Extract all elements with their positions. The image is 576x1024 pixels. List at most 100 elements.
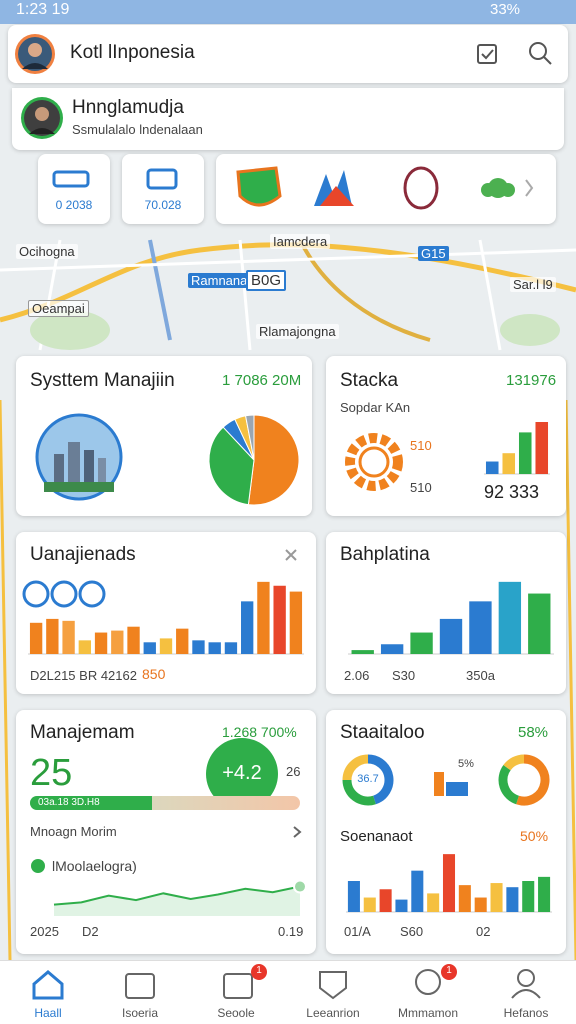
bar <box>427 893 440 912</box>
bar <box>379 889 392 912</box>
header-title: Kotl lInponesia <box>70 42 195 63</box>
donut-chart <box>498 754 550 806</box>
bar <box>273 585 286 654</box>
graphic <box>403 166 439 210</box>
bar <box>347 881 360 912</box>
progress-fill <box>30 796 152 810</box>
card-label: 510 <box>410 438 432 453</box>
card-footer: 350a <box>466 668 495 683</box>
donut-segment <box>342 779 376 806</box>
map-label: Ocihogna <box>16 244 78 259</box>
bar <box>46 618 59 654</box>
search-icon[interactable] <box>528 41 552 65</box>
bar-chart <box>484 422 550 475</box>
mini-label: 5% <box>458 758 474 770</box>
card-footer: 2.06 <box>344 668 370 683</box>
task-icon[interactable] <box>476 41 500 65</box>
card-title: Staaitaloo <box>340 722 425 743</box>
manage-card[interactable]: Uanajienads D2L215 BR 42162 850 <box>16 532 316 694</box>
nav-item[interactable]: Haall <box>34 1006 62 1020</box>
bar <box>289 591 303 654</box>
card-footer: 01/A <box>344 924 371 939</box>
card-title: Manajemam <box>30 722 135 743</box>
bar <box>506 887 519 912</box>
graphic <box>78 580 106 608</box>
graphic <box>50 580 78 608</box>
graphic <box>98 458 106 484</box>
city-image <box>35 413 123 501</box>
logo-strip[interactable] <box>216 154 556 224</box>
bar <box>224 642 238 654</box>
profile-card[interactable]: Hnnglamudja Ssmulalalo lndenalaan <box>12 88 564 150</box>
map-label: Iamcdera <box>270 234 331 249</box>
bar <box>502 453 516 474</box>
map-label: G15 <box>418 246 449 261</box>
bar <box>241 601 254 654</box>
nav-item[interactable]: Leeanrion <box>306 1006 360 1020</box>
graphic <box>481 49 494 60</box>
search-bar[interactable]: Kotl lInponesia <box>8 25 568 83</box>
platina-card[interactable]: Bahplatina 2.06 S30 350a <box>326 532 566 694</box>
graphic <box>501 183 515 197</box>
bar <box>538 876 551 912</box>
graphic <box>29 128 55 134</box>
nav-item[interactable]: Seoole <box>217 1006 255 1020</box>
row-label[interactable]: Mnoagn Morim <box>30 824 117 839</box>
bar <box>518 432 532 474</box>
circle-value: +4.2 <box>222 762 262 784</box>
card-footer: D2L215 BR 42162 <box>30 668 137 683</box>
graphic <box>415 969 441 995</box>
system-card[interactable]: Systtem Manajiin 1 7086 20M <box>16 356 312 516</box>
bar <box>442 854 456 912</box>
bar <box>535 422 549 474</box>
stack-card[interactable]: Stacka 131976 Sopdar KAn 510 510 92 333 <box>326 356 566 516</box>
line-chart <box>53 879 307 916</box>
bar <box>395 899 408 912</box>
bar <box>62 620 75 654</box>
bar <box>143 642 156 654</box>
graphic <box>529 42 547 60</box>
graphic <box>68 442 80 484</box>
staaitaloo-card[interactable]: Staaitaloo 58% 36.7 5% Soenanaot 50% 01/… <box>326 710 566 954</box>
map-label: Oeampai <box>28 300 89 317</box>
value-circle <box>206 738 278 810</box>
donut-segment <box>503 754 525 771</box>
nav-badge: 1 <box>446 965 452 976</box>
avatar[interactable] <box>14 33 56 75</box>
graphic <box>84 450 94 484</box>
chevron[interactable] <box>292 826 302 838</box>
nav-item[interactable]: Hefanos <box>503 1006 549 1020</box>
card-badge: 850 <box>142 666 166 682</box>
nav-icons <box>32 964 541 1000</box>
nav-item[interactable]: Isoeria <box>121 1006 159 1020</box>
bar <box>111 630 124 654</box>
manajemam-card[interactable]: Manajemam 1.268 700% 25 +4.2 26 03a.18 3… <box>16 710 316 954</box>
card-footer: 2025 <box>30 924 59 939</box>
bar <box>490 883 503 912</box>
graphic <box>345 433 403 491</box>
pie-slice <box>247 414 300 506</box>
bottom-nav <box>0 960 576 1024</box>
tile[interactable]: 70.028 <box>122 154 204 224</box>
bar <box>498 581 522 654</box>
card-footer: 92 333 <box>484 482 540 502</box>
graphic <box>500 314 560 346</box>
card-footer: D2 <box>82 924 99 939</box>
bar <box>192 640 205 654</box>
card-subvalue: 50% <box>520 828 549 844</box>
graphic <box>28 43 42 57</box>
status-battery: 33% <box>490 1 521 18</box>
card-title: Bahplatina <box>340 544 430 565</box>
tile[interactable]: 0 2038 <box>38 154 110 224</box>
bar <box>439 618 463 654</box>
progress-track: 03a.18 3D.H8 <box>30 796 300 810</box>
bar <box>208 642 221 654</box>
donut-segment <box>367 754 394 805</box>
card-value: 58% <box>518 724 549 741</box>
icon-row <box>22 580 106 608</box>
close-icon[interactable] <box>284 548 298 562</box>
nav-item[interactable]: Mmmamon <box>397 1006 458 1020</box>
bar <box>474 897 487 912</box>
